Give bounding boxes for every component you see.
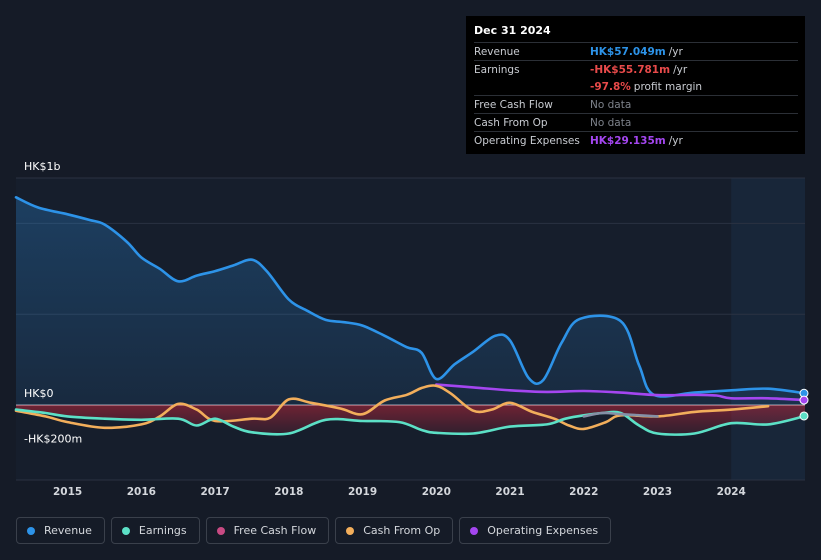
legend-dot-icon (346, 526, 355, 535)
chart-legend: Revenue Earnings Free Cash Flow Cash Fro… (16, 517, 612, 544)
tooltip-cfo-value: No data (590, 116, 632, 129)
tooltip-revenue-value: HK$57.049m (590, 45, 666, 58)
tooltip-margin-suffix: profit margin (633, 80, 703, 93)
series-lines (14, 196, 807, 436)
legend-label: Operating Expenses (487, 524, 599, 537)
tooltip-opex-label: Operating Expenses (474, 134, 580, 147)
earnings-area (16, 405, 805, 435)
legend-item-cash-from-op[interactable]: Cash From Op (335, 517, 454, 544)
legend-label: Cash From Op (363, 524, 441, 537)
tooltip-revenue-label: Revenue (474, 45, 520, 58)
legend-item-revenue[interactable]: Revenue (16, 517, 105, 544)
earnings-end-marker (799, 411, 809, 421)
revenue-line (14, 196, 807, 398)
legend-dot-icon (470, 526, 479, 535)
y-axis-label: HK$0 (24, 387, 53, 400)
x-axis-label: 2024 (717, 486, 746, 498)
operating-expenses-line (435, 383, 807, 402)
x-axis-label: 2019 (348, 486, 377, 498)
x-axis-label: 2020 (422, 486, 451, 498)
tooltip-earnings-value: -HK$55.781m (590, 63, 671, 76)
tooltip-opex-suffix: /yr (668, 134, 683, 147)
area-fills (16, 197, 805, 435)
x-axis-label: 2018 (274, 486, 303, 498)
revenue-area (16, 197, 805, 406)
cash-from-op-line (14, 384, 770, 431)
y-axis-labels: HK$1b HK$0 -HK$200m (24, 160, 82, 445)
legend-item-operating-expenses[interactable]: Operating Expenses (459, 517, 612, 544)
x-axis-labels: 2015 2016 2017 2018 2019 2020 2021 2022 2023 2024 (53, 486, 746, 498)
highlight-region (731, 178, 805, 480)
tooltip-earnings-label: Earnings (474, 63, 520, 76)
tooltip-row-revenue: Revenue HK$57.049m /yr (474, 42, 798, 60)
tooltip-opex-value: HK$29.135m (590, 134, 666, 147)
tooltip-fcf-label: Free Cash Flow (474, 98, 553, 111)
tooltip-row-cfo: Cash From Op No data (474, 113, 798, 131)
x-axis-label: 2017 (200, 486, 229, 498)
earnings-line (14, 408, 807, 436)
x-axis-label: 2021 (495, 486, 524, 498)
tooltip-row-opex: Operating Expenses HK$29.135m /yr (474, 131, 798, 149)
legend-label: Earnings (138, 524, 187, 537)
x-axis-label: 2015 (53, 486, 82, 498)
tooltip-fcf-value: No data (590, 98, 632, 111)
operating-expenses-end-marker (799, 395, 809, 405)
y-axis-label: -HK$200m (24, 432, 82, 445)
tooltip-row-earnings: Earnings -HK$55.781m /yr (474, 60, 798, 78)
tooltip-date: Dec 31 2024 (474, 24, 551, 37)
tooltip-revenue-suffix: /yr (668, 45, 683, 58)
tooltip-earnings-suffix: /yr (673, 63, 688, 76)
free-cash-flow-line (582, 411, 659, 418)
end-markers (799, 388, 809, 421)
tooltip-row-margin: -97.8% profit margin (474, 78, 798, 95)
tooltip-row-fcf: Free Cash Flow No data (474, 95, 798, 113)
x-axis-label: 2023 (643, 486, 672, 498)
legend-label: Free Cash Flow (233, 524, 317, 537)
legend-label: Revenue (44, 524, 92, 537)
tooltip-margin-value: -97.8% (590, 80, 631, 93)
tooltip-cfo-label: Cash From Op (474, 116, 548, 129)
legend-dot-icon (121, 526, 130, 535)
data-tooltip: Dec 31 2024 Revenue HK$57.049m /yr Earni… (466, 16, 805, 154)
x-axis-label: 2022 (569, 486, 598, 498)
legend-dot-icon (216, 526, 225, 535)
legend-dot-icon (27, 526, 35, 535)
y-axis-label: HK$1b (24, 160, 60, 173)
legend-item-free-cash-flow[interactable]: Free Cash Flow (205, 517, 330, 544)
legend-item-earnings[interactable]: Earnings (110, 517, 200, 544)
x-axis-label: 2016 (127, 486, 156, 498)
